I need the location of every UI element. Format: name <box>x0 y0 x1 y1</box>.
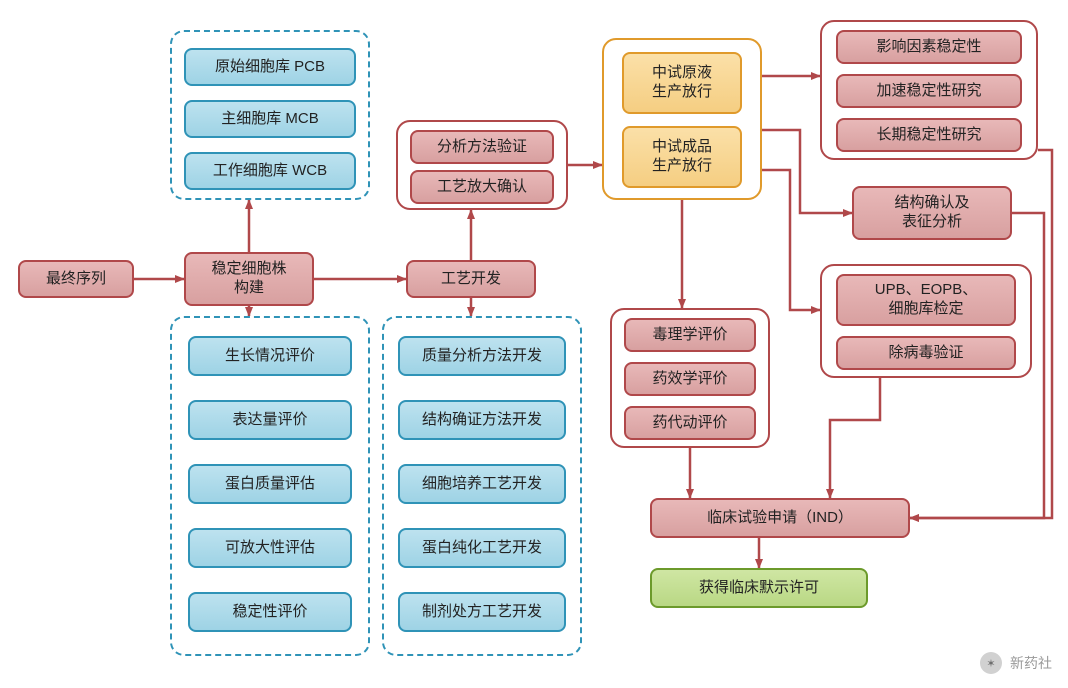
accel-stability-node: 加速稳定性研究 <box>836 74 1022 108</box>
stability-eval-node: 稳定性评价 <box>188 592 352 632</box>
formulation-dev-node: 制剂处方工艺开发 <box>398 592 566 632</box>
ind-node: 临床试验申请（IND） <box>650 498 910 538</box>
pilot-product-node: 中试成品 生产放行 <box>622 126 742 188</box>
pcb-node: 原始细胞库 PCB <box>184 48 356 86</box>
tox-eval-node: 毒理学评价 <box>624 318 756 352</box>
longterm-stability-node: 长期稳定性研究 <box>836 118 1022 152</box>
final-seq-node: 最终序列 <box>18 260 134 298</box>
growth-eval-node: 生长情况评价 <box>188 336 352 376</box>
purify-dev-node: 蛋白纯化工艺开发 <box>398 528 566 568</box>
factor-stability-node: 影响因素稳定性 <box>836 30 1022 64</box>
scale-confirm-node: 工艺放大确认 <box>410 170 554 204</box>
approval-node: 获得临床默示许可 <box>650 568 868 608</box>
qa-method-node: 质量分析方法开发 <box>398 336 566 376</box>
culture-dev-node: 细胞培养工艺开发 <box>398 464 566 504</box>
pilot-bulk-node: 中试原液 生产放行 <box>622 52 742 114</box>
process-dev-node: 工艺开发 <box>406 260 536 298</box>
upb-node: UPB、EOPB、 细胞库检定 <box>836 274 1016 326</box>
struct-method-node: 结构确证方法开发 <box>398 400 566 440</box>
virus-clear-node: 除病毒验证 <box>836 336 1016 370</box>
pd-eval-node: 药效学评价 <box>624 362 756 396</box>
watermark: ✶ 新药社 <box>980 652 1052 674</box>
stable-cell-node: 稳定细胞株 构建 <box>184 252 314 306</box>
mcb-node: 主细胞库 MCB <box>184 100 356 138</box>
pk-eval-node: 药代动评价 <box>624 406 756 440</box>
watermark-text: 新药社 <box>1010 653 1052 673</box>
wcb-node: 工作细胞库 WCB <box>184 152 356 190</box>
scaleup-eval-node: 可放大性评估 <box>188 528 352 568</box>
protein-qual-node: 蛋白质量评估 <box>188 464 352 504</box>
struct-confirm-node: 结构确认及 表征分析 <box>852 186 1012 240</box>
analysis-valid-node: 分析方法验证 <box>410 130 554 164</box>
expr-eval-node: 表达量评价 <box>188 400 352 440</box>
wechat-icon: ✶ <box>980 652 1002 674</box>
